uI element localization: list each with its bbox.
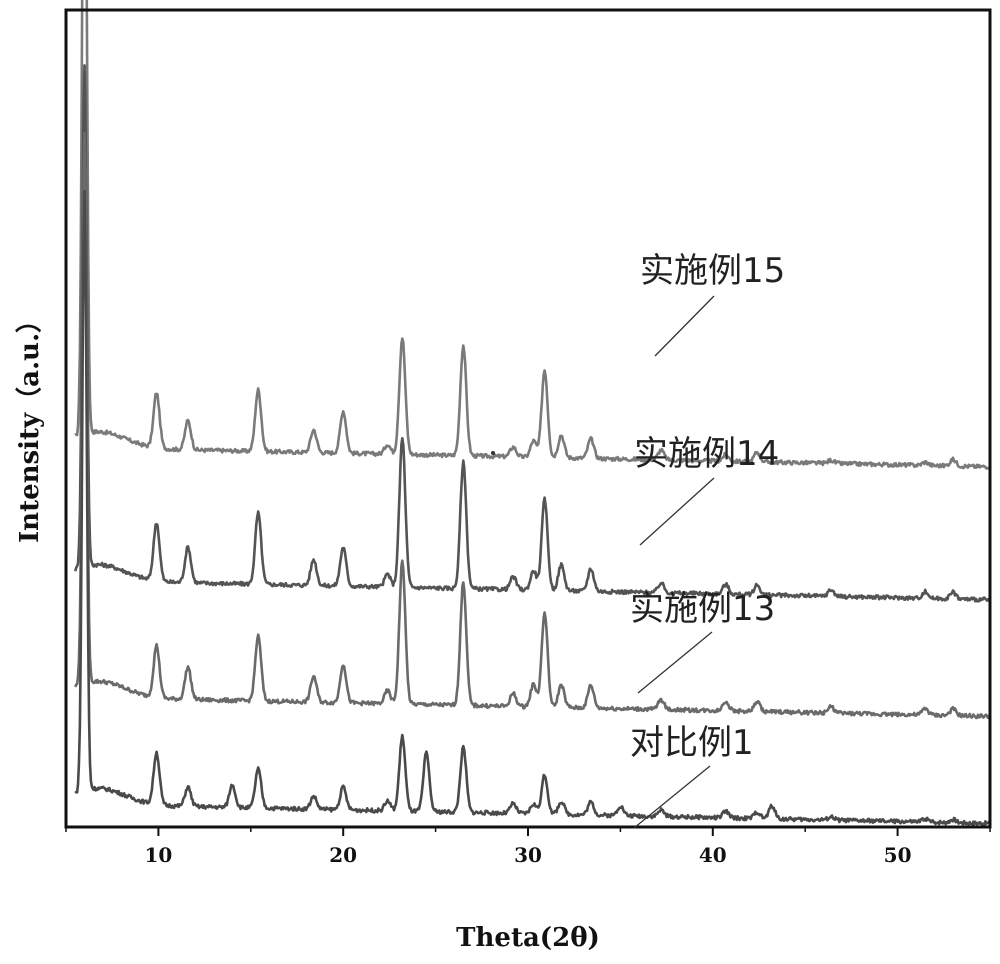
series-label: 实施例15 xyxy=(640,251,785,291)
series-label-layer: 实施例15 实施例14 实施例13 对比例1 xyxy=(491,251,785,829)
x-tick-label: 20 xyxy=(329,843,357,867)
x-tick-layer: 10 20 30 40 50 xyxy=(65,827,991,867)
series-line-2 xyxy=(73,64,992,603)
series-line-3 xyxy=(74,131,992,720)
series-line-1 xyxy=(74,0,992,470)
series-label-leader xyxy=(637,631,713,694)
x-tick-label: 10 xyxy=(144,843,172,867)
series-label-leader xyxy=(633,765,711,829)
series-label-leader xyxy=(654,295,715,357)
x-tick-label: 50 xyxy=(884,843,912,867)
series-label: 实施例13 xyxy=(630,589,775,629)
series-label: 实施例14 xyxy=(634,434,779,474)
series-line-4 xyxy=(74,189,992,827)
x-tick-label: 40 xyxy=(699,843,727,867)
stray-dot xyxy=(491,451,495,455)
series-label-leader xyxy=(639,477,715,546)
series-label: 对比例1 xyxy=(630,723,754,763)
y-axis-title: Intensity（a.u.） xyxy=(15,307,45,543)
x-axis-title: Theta(2θ) xyxy=(456,923,600,953)
series-layer xyxy=(73,0,992,827)
x-tick-label: 30 xyxy=(514,843,542,867)
